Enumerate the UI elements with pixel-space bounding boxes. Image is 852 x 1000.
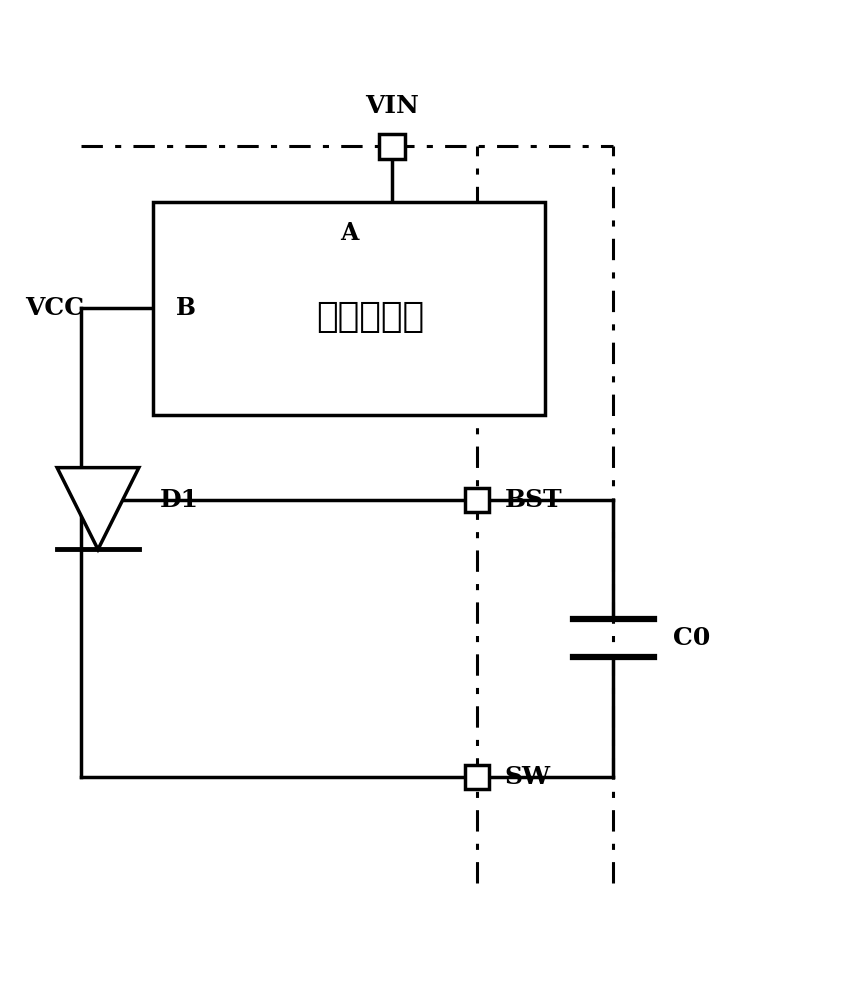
Bar bbox=[153, 202, 545, 415]
Text: C0: C0 bbox=[673, 626, 711, 650]
Polygon shape bbox=[465, 765, 489, 789]
Polygon shape bbox=[57, 468, 139, 549]
Text: A: A bbox=[340, 221, 359, 245]
Polygon shape bbox=[379, 134, 405, 159]
Text: B: B bbox=[176, 296, 196, 320]
Text: VIN: VIN bbox=[365, 94, 419, 118]
Text: 低压转换器: 低压转换器 bbox=[317, 300, 424, 334]
Text: D1: D1 bbox=[160, 488, 199, 512]
Text: SW: SW bbox=[504, 765, 550, 789]
Polygon shape bbox=[465, 488, 489, 512]
Text: VCC: VCC bbox=[26, 296, 84, 320]
Text: BST: BST bbox=[504, 488, 562, 512]
